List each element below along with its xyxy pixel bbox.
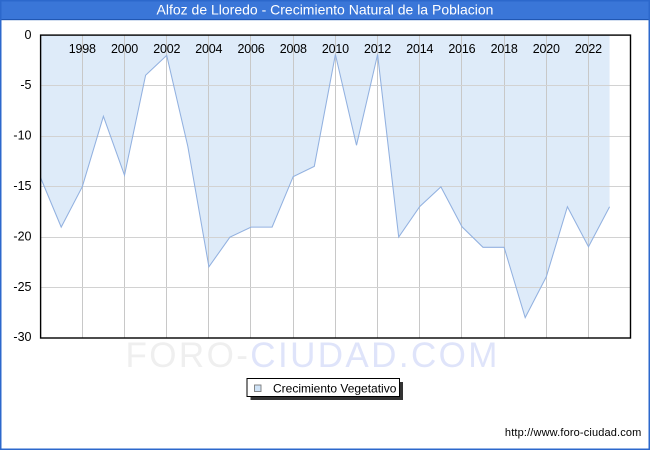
svg-text:FORO-CIUDAD.COM: FORO-CIUDAD.COM [126,336,500,375]
svg-text:Crecimiento Vegetativo: Crecimiento Vegetativo [273,382,397,396]
svg-text:2018: 2018 [491,42,518,56]
svg-text:-20: -20 [13,230,31,244]
svg-text:http://www.foro-ciudad.com: http://www.foro-ciudad.com [505,427,642,439]
svg-text:1998: 1998 [69,42,96,56]
svg-text:2010: 2010 [322,42,349,56]
svg-text:2004: 2004 [195,42,222,56]
svg-text:-30: -30 [13,330,31,344]
svg-text:2022: 2022 [575,42,602,56]
svg-text:2020: 2020 [533,42,560,56]
svg-text:2002: 2002 [153,42,180,56]
svg-text:0: 0 [25,28,32,42]
svg-text:-25: -25 [13,280,31,294]
svg-text:2012: 2012 [364,42,391,56]
svg-text:2006: 2006 [237,42,264,56]
svg-text:-10: -10 [13,129,31,143]
svg-text:-15: -15 [13,179,31,193]
svg-text:2014: 2014 [406,42,433,56]
svg-text:Alfoz de Lloredo - Crecimiento: Alfoz de Lloredo - Crecimiento Natural d… [157,2,494,18]
svg-text:-5: -5 [20,78,31,92]
svg-text:2016: 2016 [448,42,475,56]
svg-text:2000: 2000 [111,42,138,56]
svg-text:2008: 2008 [280,42,307,56]
